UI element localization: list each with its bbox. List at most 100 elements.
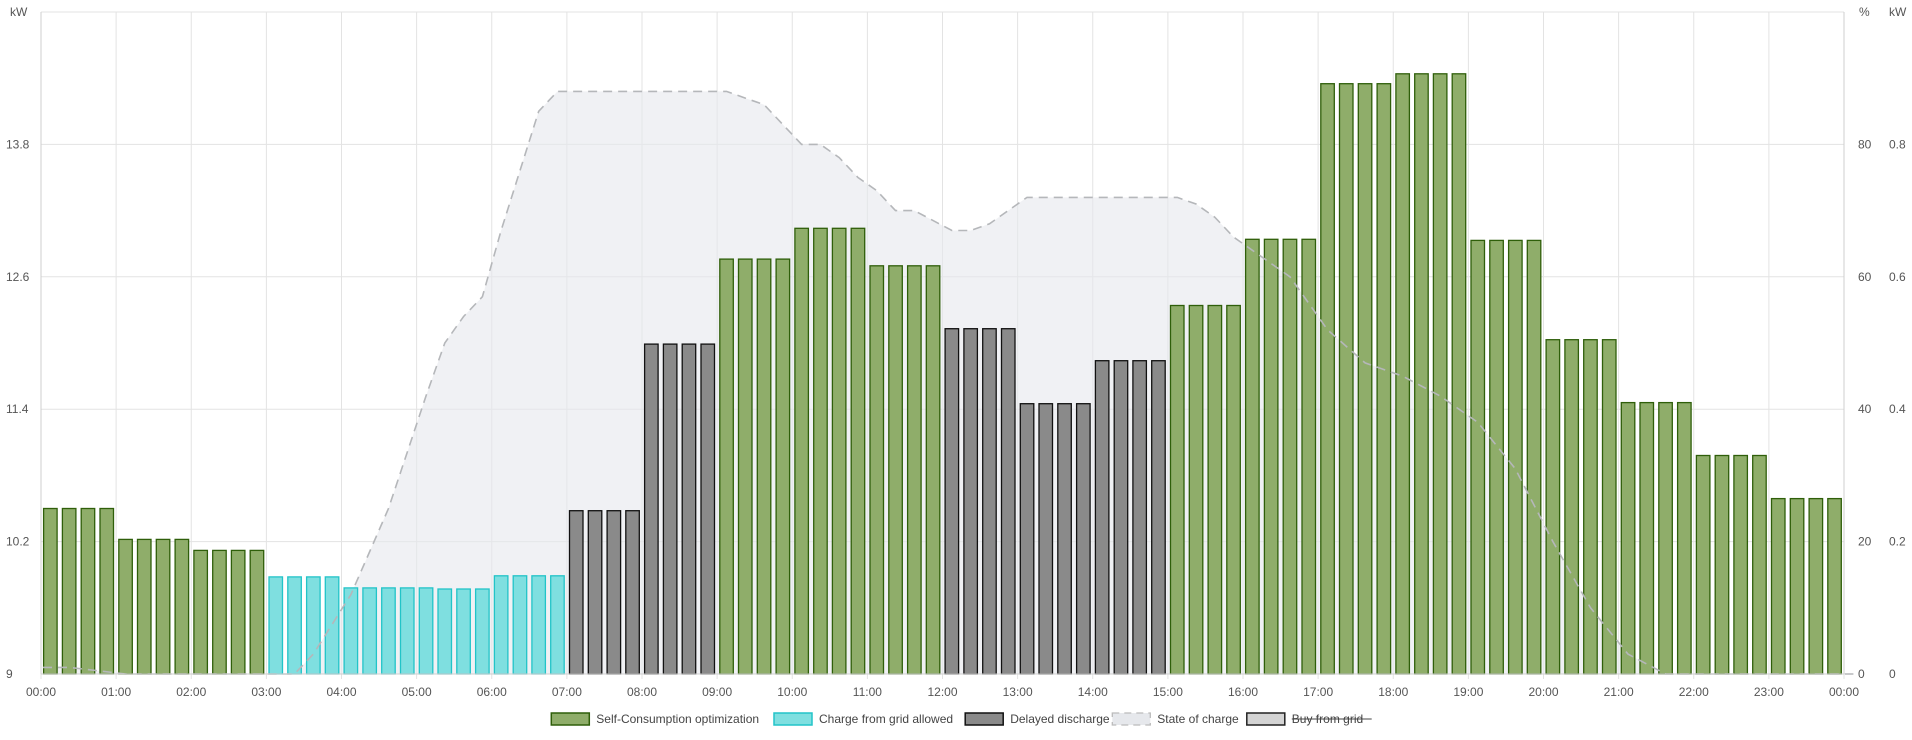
bar — [249, 549, 265, 675]
bar — [1282, 238, 1298, 675]
bar — [155, 538, 171, 675]
bar — [1357, 83, 1373, 675]
bar — [1000, 328, 1016, 675]
right-percent-tick-label: 40 — [1858, 402, 1872, 416]
bar — [1320, 83, 1335, 675]
legend-item-self: Self-Consumption optimization — [550, 712, 759, 726]
bar — [1489, 239, 1504, 675]
x-tick-label: 09:00 — [702, 685, 732, 699]
bar — [1733, 454, 1749, 675]
x-tick-label: 00:00 — [1829, 685, 1859, 699]
bar — [719, 258, 734, 675]
x-tick-label: 17:00 — [1303, 685, 1333, 699]
bar — [1695, 454, 1711, 675]
bar — [1526, 239, 1542, 675]
x-tick-label: 13:00 — [1003, 685, 1033, 699]
bar — [700, 343, 716, 675]
bar — [1808, 497, 1824, 675]
bar — [1414, 73, 1429, 675]
bar — [1601, 339, 1617, 675]
bar — [982, 328, 997, 675]
bar — [174, 538, 190, 675]
bar — [1789, 497, 1805, 675]
legend-label: Delayed discharge — [1010, 712, 1110, 726]
bar — [1151, 360, 1166, 675]
bar — [1564, 339, 1580, 675]
bar — [850, 227, 866, 675]
bar — [1470, 239, 1486, 675]
left-tick-label: 11.4 — [6, 402, 29, 416]
right-kw-tick-label: 0.2 — [1889, 535, 1906, 549]
bar — [1376, 83, 1392, 675]
legend-swatch — [550, 712, 591, 726]
right-kw-tick-label: 0.6 — [1889, 270, 1906, 284]
right-percent-unit: % — [1859, 5, 1870, 19]
bar — [662, 343, 678, 675]
bar — [550, 575, 565, 675]
bar — [287, 576, 302, 675]
bar — [1770, 497, 1786, 675]
x-tick-label: 20:00 — [1528, 685, 1558, 699]
bar — [1676, 401, 1692, 675]
x-tick-label: 07:00 — [552, 685, 582, 699]
bar — [794, 227, 810, 675]
bar — [888, 265, 903, 675]
bar — [963, 328, 979, 675]
legend-swatch — [1246, 712, 1286, 726]
x-tick-label: 00:00 — [26, 685, 56, 699]
bar — [1827, 497, 1842, 675]
bar — [643, 343, 659, 675]
bar — [1432, 73, 1448, 675]
legend-swatch — [773, 712, 813, 726]
bar — [193, 549, 209, 675]
x-tick-label: 05:00 — [402, 685, 432, 699]
bar — [756, 258, 772, 675]
bar — [681, 343, 697, 675]
bar — [136, 538, 152, 675]
bar — [775, 258, 791, 675]
bar — [1019, 403, 1035, 675]
bar — [437, 588, 453, 675]
bar — [118, 538, 133, 675]
bar — [362, 587, 378, 675]
legend-item-charge: Charge from grid allowed — [773, 712, 953, 726]
bar — [381, 587, 396, 675]
legend: Self-Consumption optimization Charge from… — [550, 712, 1372, 726]
legend-label: Self-Consumption optimization — [596, 712, 759, 726]
x-tick-label: 04:00 — [326, 685, 356, 699]
bar — [606, 510, 622, 675]
bar — [1639, 401, 1655, 675]
bar — [230, 549, 246, 675]
bar — [1583, 339, 1598, 675]
bar — [474, 588, 490, 675]
bar — [512, 575, 528, 675]
bar — [1188, 304, 1204, 675]
bar — [1226, 304, 1241, 675]
bar — [1545, 339, 1561, 675]
left-tick-label: 13.8 — [6, 137, 30, 151]
x-tick-label: 18:00 — [1378, 685, 1408, 699]
bar — [456, 588, 471, 675]
x-tick-label: 22:00 — [1679, 685, 1709, 699]
bar — [625, 510, 640, 675]
left-tick-label: 12.6 — [6, 270, 30, 284]
x-tick-label: 12:00 — [927, 685, 957, 699]
bar — [813, 227, 828, 675]
bar — [61, 507, 77, 675]
axes: 9 10.2 11.4 12.6 13.8 kW 0 20 40 60 80% 0 0.2 0.4 0.6 0… — [6, 5, 1907, 699]
right-kw-tick-label: 0 — [1889, 667, 1896, 681]
bar — [1057, 403, 1072, 675]
legend-item-delayed: Delayed discharge — [964, 712, 1110, 726]
bar — [869, 265, 885, 675]
bar — [1263, 238, 1279, 675]
bar — [1301, 238, 1317, 675]
state-of-charge-line — [43, 90, 1854, 675]
x-tick-label: 21:00 — [1604, 685, 1634, 699]
bar — [399, 587, 415, 675]
right-percent-tick-label: 0 — [1858, 667, 1865, 681]
bar — [80, 507, 96, 675]
x-tick-label: 16:00 — [1228, 685, 1258, 699]
legend-swatch — [1111, 712, 1151, 726]
bar — [268, 576, 284, 675]
